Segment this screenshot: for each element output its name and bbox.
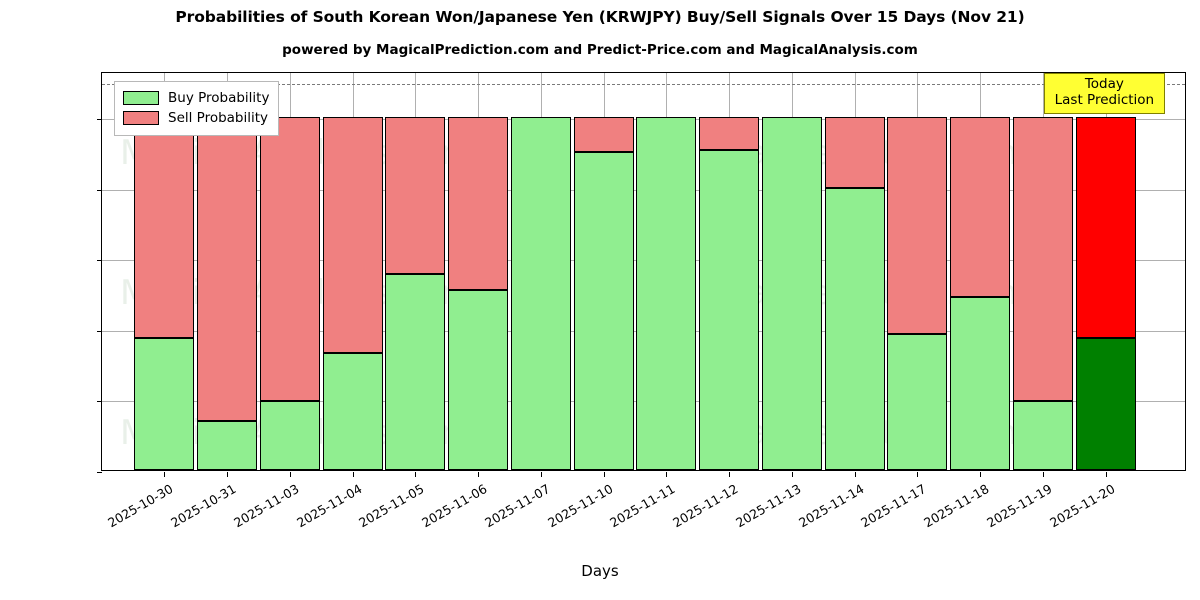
bar-segment-sell[interactable] [134, 116, 195, 338]
x-tick-mark [164, 472, 165, 477]
x-tick-mark [353, 472, 354, 477]
bar-group[interactable] [134, 71, 195, 470]
bar-segment-buy[interactable] [573, 152, 634, 470]
y-tick-mark [97, 330, 102, 332]
bar-segment-buy[interactable] [134, 337, 195, 470]
bar-segment-sell[interactable] [699, 116, 760, 151]
x-tick-mark [917, 472, 918, 477]
x-tick-mark [1106, 472, 1107, 477]
page-title: Probabilities of South Korean Won/Japane… [175, 8, 1025, 26]
bar-group[interactable] [636, 71, 697, 470]
bar-group[interactable] [950, 71, 1011, 470]
bar-group[interactable] [699, 71, 760, 470]
bar-group[interactable] [1012, 71, 1073, 470]
bar-segment-sell[interactable] [322, 116, 383, 354]
y-tick-mark [97, 472, 102, 473]
bar-segment-sell[interactable] [1012, 116, 1073, 402]
legend-swatch-buy [123, 91, 159, 106]
y-tick-mark [97, 118, 102, 120]
bar-segment-buy[interactable] [824, 187, 885, 470]
bar-group[interactable] [887, 71, 948, 470]
bar-segment-sell[interactable] [573, 116, 634, 153]
x-axis-label: Days [581, 562, 619, 580]
x-tick-mark [980, 472, 981, 477]
x-tick-mark [604, 472, 605, 477]
today-annotation-line2: Last Prediction [1054, 91, 1155, 108]
bar-segment-sell[interactable] [887, 116, 948, 335]
legend-item-sell: Sell Probability [123, 109, 269, 127]
x-tick-mark [415, 472, 416, 477]
bar-segment-sell[interactable] [950, 116, 1011, 297]
bar-segment-buy[interactable] [385, 274, 446, 470]
bar-group[interactable] [322, 71, 383, 470]
bar-segment-sell[interactable] [385, 116, 446, 275]
y-tick-mark [97, 260, 102, 262]
bar-segment-buy[interactable] [259, 401, 320, 470]
bar-segment-sell[interactable] [824, 116, 885, 188]
reference-dashed-line [102, 83, 1185, 85]
x-tick-mark [478, 472, 479, 477]
bar-segment-buy[interactable] [322, 353, 383, 470]
bar-group[interactable] [573, 71, 634, 470]
legend-label-sell: Sell Probability [168, 110, 269, 127]
bar-segment-buy[interactable] [636, 116, 697, 470]
y-tick-mark [97, 189, 102, 191]
x-tick-mark [541, 472, 542, 477]
x-tick-mark [666, 472, 667, 477]
today-annotation: Today Last Prediction [1043, 73, 1166, 114]
bar-group-today[interactable] [1075, 71, 1136, 470]
legend-item-buy: Buy Probability [123, 89, 269, 107]
today-annotation-line1: Today [1084, 76, 1124, 92]
bar-group[interactable] [385, 71, 446, 470]
x-tick-mark [855, 472, 856, 477]
bar-segment-buy[interactable] [950, 296, 1011, 470]
bar-segment-buy[interactable] [1075, 337, 1136, 470]
bar-segment-sell[interactable] [1075, 116, 1136, 338]
bar-segment-buy[interactable] [197, 420, 258, 470]
chart-subtitle: powered by MagicalPrediction.com and Pre… [282, 42, 918, 58]
bar-group[interactable] [761, 71, 822, 470]
bar-segment-buy[interactable] [448, 289, 509, 470]
bar-group[interactable] [197, 71, 258, 470]
plot-area: MagicalAnalysis.comMagicalPrediction.com… [97, 71, 1186, 530]
bar-segment-sell[interactable] [259, 116, 320, 402]
legend-swatch-sell [123, 111, 159, 126]
bar-segment-buy[interactable] [761, 116, 822, 470]
bar-group[interactable] [448, 71, 509, 470]
bar-segment-buy[interactable] [887, 334, 948, 470]
y-tick-mark [97, 401, 102, 403]
bar-segment-sell[interactable] [197, 116, 258, 421]
bar-segment-buy[interactable] [1012, 401, 1073, 470]
bar-group[interactable] [510, 71, 571, 470]
bar-segment-sell[interactable] [448, 116, 509, 290]
bar-segment-buy[interactable] [510, 116, 571, 470]
x-tick-mark [729, 472, 730, 477]
legend-label-buy: Buy Probability [168, 90, 270, 106]
chart-legend: Buy Probability Sell Probability [114, 81, 280, 137]
x-tick-mark [1043, 472, 1044, 477]
x-tick-mark [290, 472, 291, 477]
bar-group[interactable] [259, 71, 320, 470]
bar-segment-buy[interactable] [699, 150, 760, 470]
x-tick-mark [227, 472, 228, 477]
x-tick-mark [792, 472, 793, 477]
bar-group[interactable] [824, 71, 885, 470]
